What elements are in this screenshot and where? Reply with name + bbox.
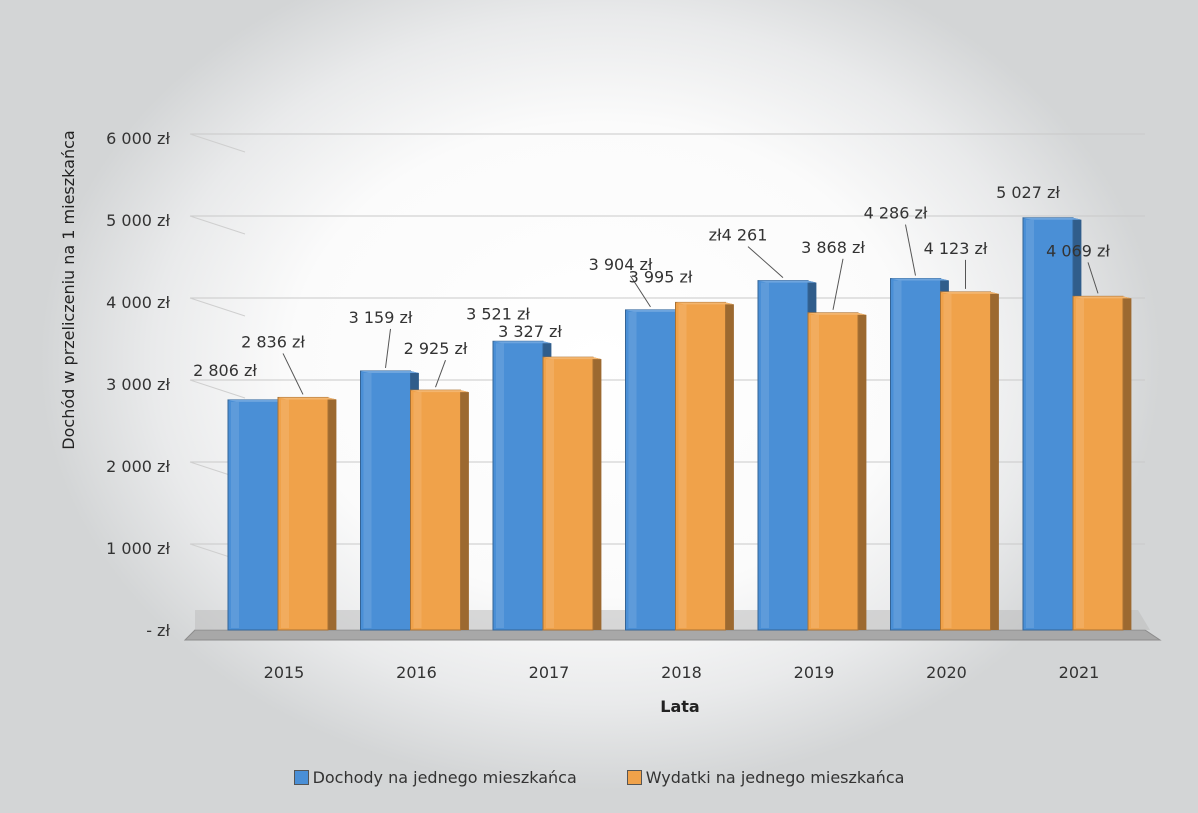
data-label-wydatki-2016: 2 925 zł	[404, 339, 468, 358]
x-tick-label: 2020	[926, 663, 967, 682]
x-tick-label: 2021	[1059, 663, 1100, 682]
leader-line	[435, 359, 446, 388]
bar-wydatki-2016	[410, 389, 469, 631]
data-label-dochody-2018: 3 904 zł	[589, 255, 653, 274]
gridline-diag	[189, 379, 246, 399]
bar-wydatki-2018	[675, 301, 734, 631]
leader-line	[905, 224, 916, 276]
data-label-dochody-2020: 4 286 zł	[864, 204, 928, 223]
legend-swatch-dochody	[293, 770, 309, 785]
leader-line	[630, 275, 651, 308]
y-tick-label: 4 000 zł	[106, 293, 170, 312]
data-label-dochody-2015: 2 806 zł	[193, 361, 257, 380]
data-label-dochody-2017: 3 521 zł	[466, 304, 530, 323]
bar-wydatki-2021	[1072, 295, 1132, 631]
bar-wydatki-2017	[542, 356, 602, 631]
y-tick-label: 6 000 zł	[106, 129, 170, 148]
y-tick-label: - zł	[146, 621, 170, 640]
data-label-wydatki-2018: 3 995 zł	[629, 267, 693, 286]
gridline-diag	[189, 133, 246, 153]
gridline-diag	[189, 297, 246, 317]
legend-label-wydatki: Wydatki na jednego mieszkańca	[645, 768, 905, 787]
bar-wydatki-2019	[807, 312, 867, 631]
leader-line	[747, 246, 784, 278]
leader-line	[282, 353, 304, 395]
y-tick-label: 1 000 zł	[106, 539, 170, 558]
chart-legend: Dochody na jednego mieszkańca Wydatki na…	[0, 768, 1198, 787]
y-tick-label: 5 000 zł	[106, 211, 170, 230]
x-tick-label: 2018	[661, 663, 702, 682]
data-label-dochody-2019: zł4 261	[709, 226, 768, 245]
data-label-wydatki-2017: 3 327 zł	[498, 322, 562, 341]
x-tick-label: 2019	[794, 663, 835, 682]
data-label-wydatki-2021: 4 069 zł	[1046, 241, 1110, 260]
gridline-diag	[189, 215, 246, 235]
x-tick-label: 2015	[264, 663, 305, 682]
legend-item-dochody: Dochody na jednego mieszkańca	[293, 768, 577, 787]
chart-floor	[183, 629, 1162, 641]
bar-wydatki-2015	[277, 396, 337, 631]
y-axis-title: Dochód w przeliczeniu na 1 mieszkańca	[59, 130, 78, 449]
leader-line	[1087, 262, 1099, 294]
data-label-dochody-2016: 3 159 zł	[349, 308, 413, 327]
x-tick-label: 2016	[396, 663, 437, 682]
data-label-dochody-2021: 5 027 zł	[996, 183, 1060, 202]
y-tick-label: 2 000 zł	[106, 457, 170, 476]
x-tick-label: 2017	[529, 663, 570, 682]
legend-label-dochody: Dochody na jednego mieszkańca	[312, 768, 577, 787]
y-tick-label: 3 000 zł	[106, 375, 170, 394]
data-label-wydatki-2020: 4 123 zł	[924, 239, 988, 258]
data-label-wydatki-2019: 3 868 zł	[801, 238, 865, 257]
x-axis-title: Lata	[660, 697, 699, 716]
leader-line	[385, 328, 391, 369]
legend-item-wydatki: Wydatki na jednego mieszkańca	[626, 768, 905, 787]
bar-wydatki-2020	[940, 291, 999, 631]
data-label-wydatki-2015: 2 836 zł	[241, 332, 305, 351]
legend-swatch-wydatki	[626, 770, 642, 785]
leader-line	[832, 258, 844, 310]
